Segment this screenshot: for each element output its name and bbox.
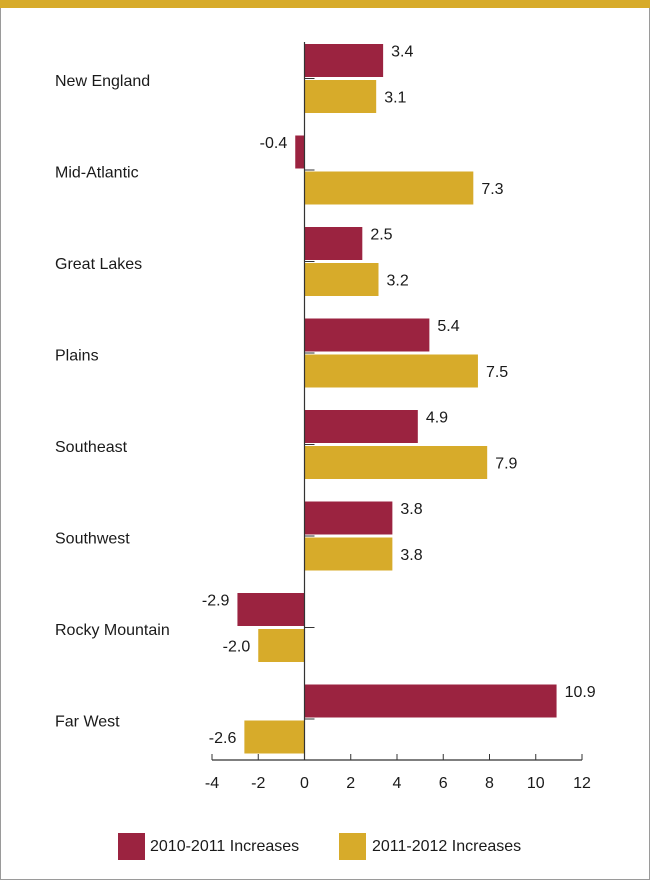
data-label: 5.4 (437, 318, 459, 335)
bar-2 (304, 354, 478, 388)
bar-2 (304, 263, 379, 296)
legend-swatch (339, 833, 366, 860)
bars-layer (237, 44, 557, 754)
data-label: 3.4 (391, 44, 413, 61)
data-label: -2.0 (223, 639, 251, 656)
bar-2 (304, 537, 393, 571)
bar-1 (304, 227, 363, 260)
data-label: 3.2 (387, 273, 409, 290)
category-label: Southeast (55, 439, 128, 456)
bar-2 (304, 80, 377, 113)
legend-label: 2011-2012 Increases (372, 838, 521, 855)
bar-1 (237, 593, 305, 626)
bar-1 (304, 318, 430, 352)
category-label: Rocky Mountain (55, 622, 170, 639)
data-label: 10.9 (565, 684, 596, 701)
data-label: 3.8 (400, 547, 422, 564)
bar-1 (304, 410, 418, 443)
x-tick-label: 6 (439, 775, 448, 792)
x-tick-label: -2 (251, 775, 265, 792)
bar-2 (244, 720, 305, 754)
bar-1 (304, 684, 557, 718)
data-label: 2.5 (370, 227, 392, 244)
bar-1 (304, 501, 393, 535)
labels-layer: New England 3.4 3.1 Mid-Atlantic -0.4 7.3 Grea… (55, 44, 596, 748)
x-tick-label: 4 (393, 775, 402, 792)
bar-1 (304, 44, 384, 77)
data-label: 3.1 (384, 90, 406, 107)
category-label: Plains (55, 348, 99, 365)
data-label: -2.9 (202, 593, 230, 610)
data-label: -2.6 (209, 730, 237, 747)
data-label: 7.5 (486, 364, 508, 381)
category-label: Great Lakes (55, 256, 142, 273)
bar-1 (295, 135, 305, 169)
axis-layer: -4 -2 0 2 4 6 8 10 12 (205, 42, 591, 792)
x-tick-label: 8 (485, 775, 494, 792)
x-tick-label: 2 (346, 775, 355, 792)
x-tick-label: 10 (527, 775, 545, 792)
data-label: 7.9 (495, 456, 517, 473)
header-accent-bar (0, 0, 650, 8)
legend: 2010-2011 Increases 2011-2012 Increases (118, 833, 521, 860)
category-label: Mid-Atlantic (55, 165, 139, 182)
category-label: New England (55, 73, 150, 90)
data-label: 7.3 (481, 181, 503, 198)
bar-2 (258, 629, 305, 662)
data-label: 4.9 (426, 410, 448, 427)
category-label: Southwest (55, 531, 130, 548)
legend-label: 2010-2011 Increases (150, 838, 299, 855)
data-label: -0.4 (260, 135, 288, 152)
data-label: 3.8 (400, 501, 422, 518)
bar-2 (304, 171, 474, 205)
legend-swatch (118, 833, 145, 860)
bar-2 (304, 446, 488, 479)
category-label: Far West (55, 714, 120, 731)
x-tick-label: 12 (573, 775, 591, 792)
x-tick-label: 0 (300, 775, 309, 792)
x-tick-label: -4 (205, 775, 219, 792)
